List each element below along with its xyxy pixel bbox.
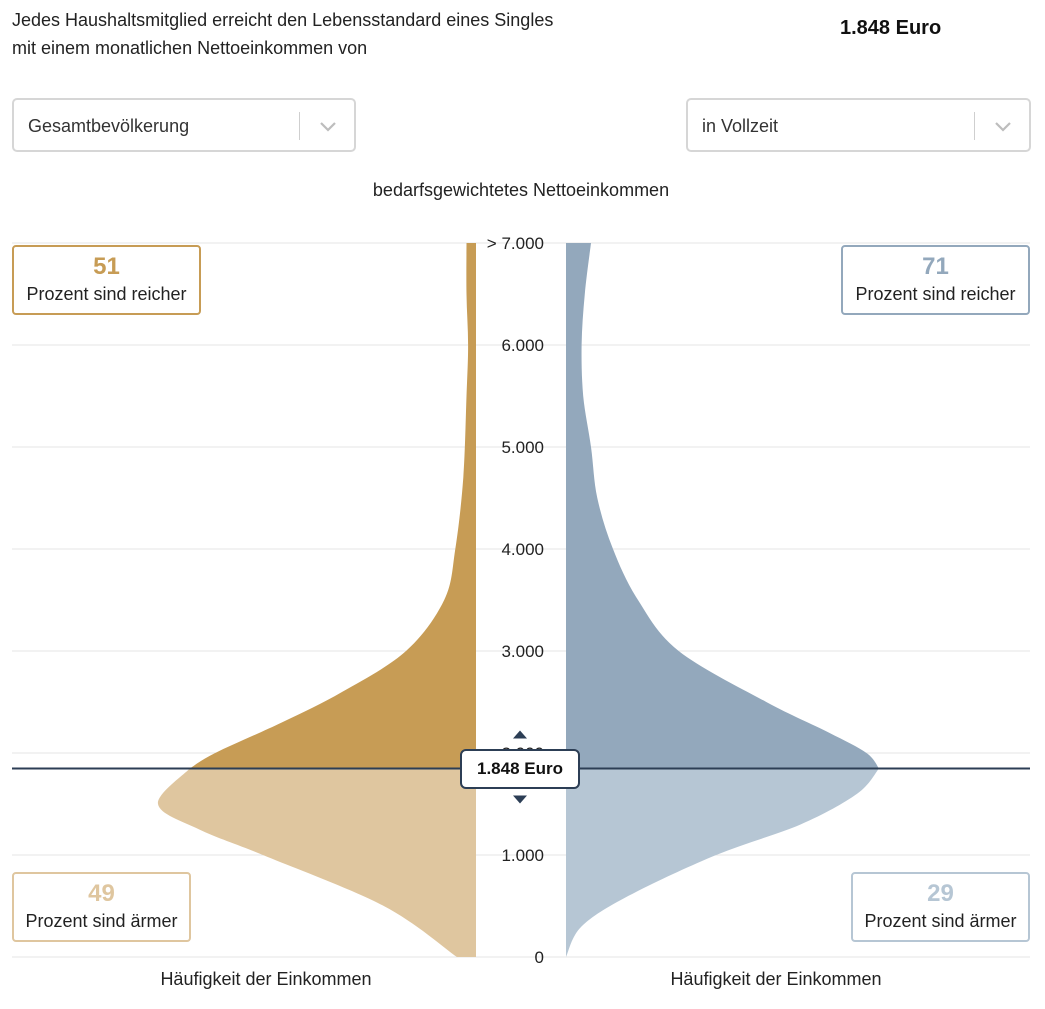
select-separator: [974, 112, 975, 140]
right-poorer-text: Prozent sind ärmer: [864, 911, 1017, 931]
chevron-down-icon[interactable]: [318, 116, 338, 136]
income-amount: 1.848 Euro: [840, 17, 942, 39]
y-tick-label: 1.000: [501, 846, 544, 865]
left-area-above-marker: [189, 243, 477, 769]
right-poorer-value: 29: [927, 880, 954, 907]
right-richer-value: 71: [922, 253, 949, 280]
employment-select-value: in Vollzeit: [702, 116, 779, 136]
y-tick-label: 5.000: [501, 438, 544, 457]
left-richer-text: Prozent sind reicher: [26, 284, 187, 304]
y-tick-label: 0: [535, 948, 544, 967]
chart-title: bedarfsgewichtetes Nettoeinkommen: [372, 180, 670, 200]
arrow-up-icon[interactable]: [513, 730, 527, 739]
y-tick-label: 4.000: [501, 540, 544, 559]
right-richer-box: 71 Prozent sind reicher: [841, 245, 1030, 315]
intro-line-1: Jedes Haushaltsmitglied erreicht den Leb…: [12, 10, 554, 30]
select-separator: [299, 112, 300, 140]
population-select-value: Gesamtbevölkerung: [28, 116, 190, 136]
right-richer-text: Prozent sind reicher: [855, 284, 1016, 304]
income-marker-label[interactable]: 1.848 Euro: [460, 748, 580, 789]
left-poorer-text: Prozent sind ärmer: [25, 911, 178, 931]
arrow-down-icon[interactable]: [513, 795, 527, 804]
y-tick-label: > 7.000: [487, 234, 544, 253]
left-poorer-box: 49 Prozent sind ärmer: [12, 872, 191, 942]
chevron-down-icon[interactable]: [993, 116, 1013, 136]
right-poorer-box: 29 Prozent sind ärmer: [851, 872, 1030, 942]
y-tick-label: 6.000: [501, 336, 544, 355]
left-richer-value: 51: [93, 253, 120, 280]
population-select[interactable]: Gesamtbevölkerung: [12, 98, 356, 152]
left-area-below-marker: [157, 768, 476, 957]
intro-line-2: mit einem monatlichen Nettoeinkommen von: [12, 38, 368, 58]
right-x-axis-label: Häufigkeit der Einkommen: [670, 969, 882, 989]
right-area-above-marker: [566, 243, 879, 769]
left-richer-box: 51 Prozent sind reicher: [12, 245, 201, 315]
left-x-axis-label: Häufigkeit der Einkommen: [160, 969, 372, 989]
y-tick-label: 3.000: [501, 642, 544, 661]
employment-select[interactable]: in Vollzeit: [686, 98, 1031, 152]
intro-text: Jedes Haushaltsmitglied erreicht den Leb…: [12, 6, 553, 62]
left-poorer-value: 49: [88, 880, 115, 907]
right-area-below-marker: [566, 768, 879, 957]
